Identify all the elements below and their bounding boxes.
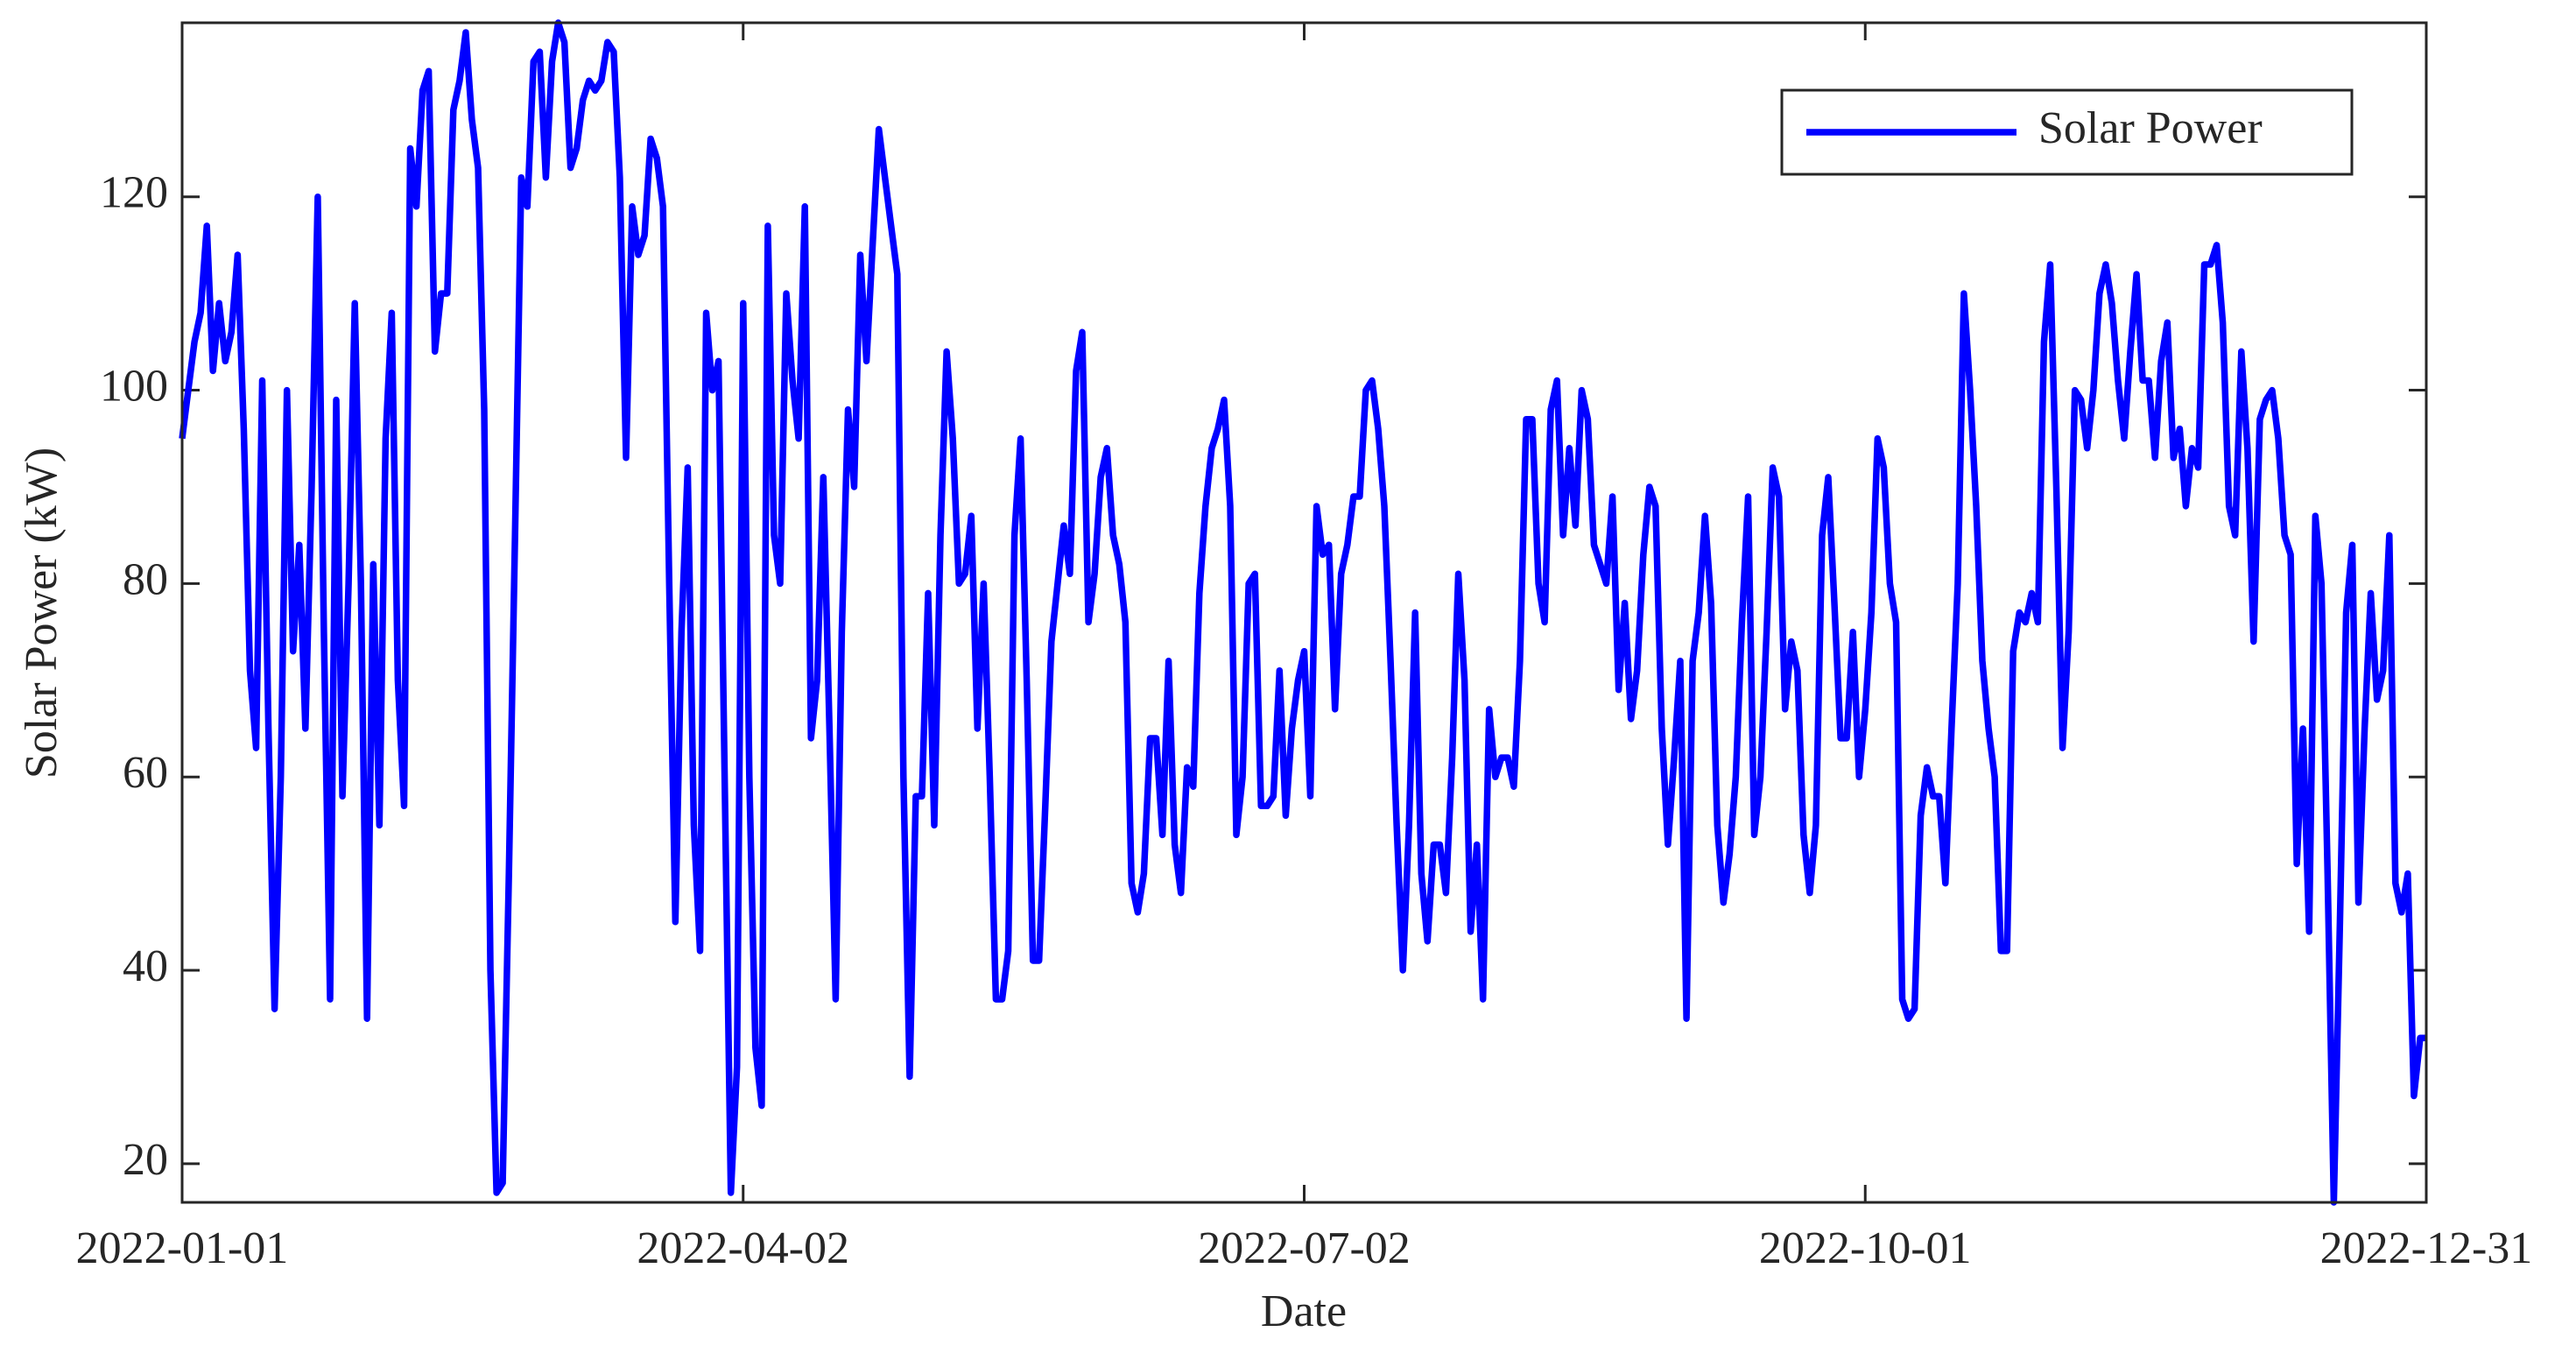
x-tick-label: 2022-01-01 <box>76 1223 289 1273</box>
x-tick-label: 2022-12-31 <box>2320 1223 2533 1273</box>
x-axis-label: Date <box>1261 1286 1347 1336</box>
plot-frame <box>180 21 2428 1204</box>
y-tick-label: 120 <box>100 168 168 218</box>
data-line <box>179 19 2426 1206</box>
y-tick-label: 40 <box>123 941 168 991</box>
y-tick-label: 20 <box>123 1135 168 1185</box>
x-tick-label: 2022-04-02 <box>637 1223 849 1273</box>
x-tick-label: 2022-10-01 <box>1759 1223 1972 1273</box>
y-axis-label: Solar Power (kW) <box>17 447 67 779</box>
x-tick-label: 2022-07-02 <box>1198 1223 1411 1273</box>
y-tick-label: 100 <box>100 361 168 411</box>
y-tick-label: 60 <box>123 748 168 798</box>
legend-label: Solar Power <box>2038 103 2263 153</box>
y-tick-label: 80 <box>123 554 168 604</box>
